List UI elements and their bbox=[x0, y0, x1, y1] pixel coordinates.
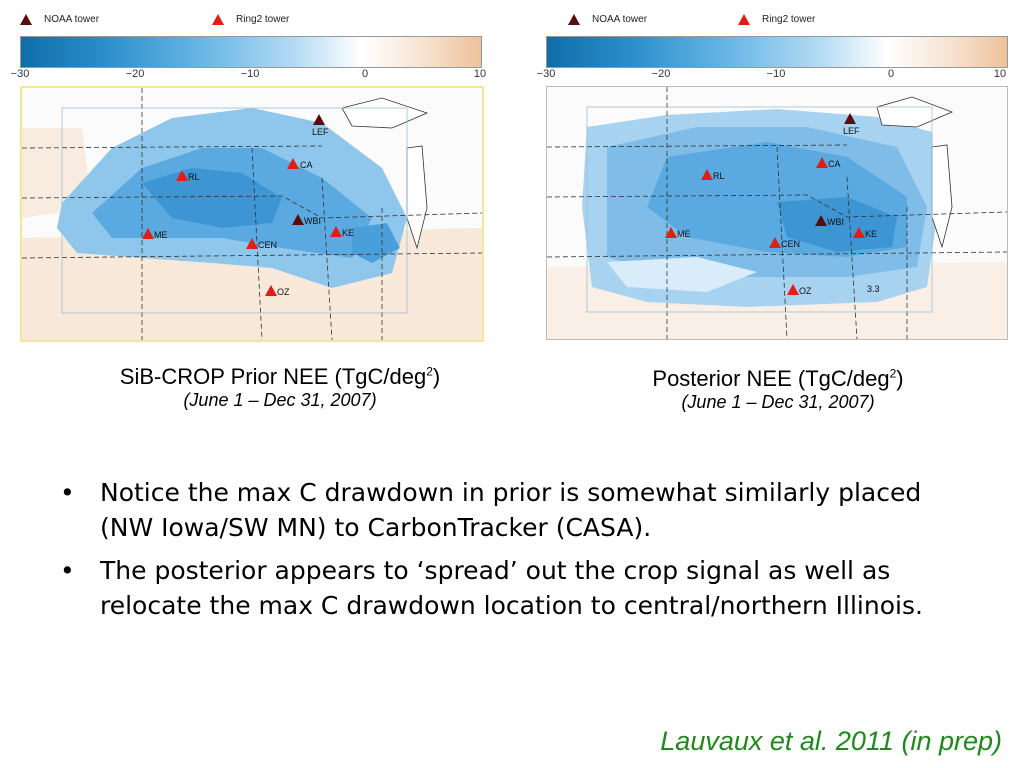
ring2-tower-icon bbox=[738, 14, 750, 25]
site-label-me: ME bbox=[154, 230, 168, 240]
bullet-list: • Notice the max C drawdown in prior is … bbox=[60, 475, 940, 631]
site-label-oz: OZ bbox=[277, 287, 290, 297]
site-label-lef: LEF bbox=[843, 126, 860, 136]
colorbar-tick: −30 bbox=[10, 68, 30, 80]
prior-title: SiB-CROP Prior NEE (TgC/deg2) bbox=[119, 364, 441, 389]
site-label-me: ME bbox=[677, 229, 691, 239]
prior-period: (June 1 – Dec 31, 2007) bbox=[183, 390, 377, 410]
site-label-cen: CEN bbox=[781, 239, 800, 249]
site-label-rl: RL bbox=[188, 172, 200, 182]
contour-label: 3.3 bbox=[867, 284, 880, 294]
colorbar bbox=[546, 36, 1008, 68]
colorbar-tick: 0 bbox=[361, 68, 369, 80]
prior-map-panel: NOAA tower Ring2 tower −30 −20 −10 0 10 bbox=[10, 8, 486, 342]
site-label-cen: CEN bbox=[258, 240, 277, 250]
prior-nee-map: LEF CA RL WBI KE ME CEN OZ bbox=[20, 86, 484, 342]
bullet-item: • The posterior appears to ‘spread’ out … bbox=[60, 553, 940, 623]
bullet-text: The posterior appears to ‘spread’ out th… bbox=[100, 556, 923, 620]
site-label-ca: CA bbox=[300, 160, 313, 170]
legend-noaa: NOAA tower bbox=[20, 14, 99, 25]
ring2-tower-icon bbox=[212, 14, 224, 25]
colorbar-tick: −10 bbox=[766, 68, 786, 80]
legend-noaa-label: NOAA tower bbox=[592, 14, 648, 25]
site-label-oz: OZ bbox=[799, 286, 812, 296]
site-label-ke: KE bbox=[342, 228, 354, 238]
site-label-ke: KE bbox=[865, 229, 877, 239]
posterior-caption: Posterior NEE (TgC/deg2) (June 1 – Dec 3… bbox=[548, 366, 1008, 413]
site-label-ca: CA bbox=[828, 159, 841, 169]
posterior-map-panel: NOAA tower Ring2 tower −30 −20 −10 0 10 bbox=[536, 8, 1008, 340]
colorbar-tick: −10 bbox=[240, 68, 260, 80]
site-label-lef: LEF bbox=[312, 127, 329, 137]
legend-ring2: Ring2 tower bbox=[212, 14, 289, 25]
legend-noaa-label: NOAA tower bbox=[44, 14, 100, 25]
citation: Lauvaux et al. 2011 (in prep) bbox=[660, 726, 1002, 756]
legend-ring2-label: Ring2 tower bbox=[762, 14, 816, 25]
site-label-wbi: WBI bbox=[827, 217, 844, 227]
bullet-icon: • bbox=[60, 556, 75, 585]
legend-ring2-label: Ring2 tower bbox=[236, 14, 290, 25]
prior-caption: SiB-CROP Prior NEE (TgC/deg2) (June 1 – … bbox=[20, 364, 540, 411]
legend-ring2: Ring2 tower bbox=[738, 14, 815, 25]
site-label-rl: RL bbox=[713, 171, 725, 181]
colorbar-tick: −20 bbox=[651, 68, 671, 80]
colorbar-tick: 0 bbox=[887, 68, 895, 80]
colorbar-tick: 10 bbox=[473, 68, 487, 80]
bullet-item: • Notice the max C drawdown in prior is … bbox=[60, 475, 940, 545]
legend-noaa: NOAA tower bbox=[568, 14, 647, 25]
posterior-period: (June 1 – Dec 31, 2007) bbox=[681, 392, 875, 412]
bullet-icon: • bbox=[60, 478, 75, 507]
colorbar-tick: −20 bbox=[125, 68, 145, 80]
site-label-wbi: WBI bbox=[304, 216, 321, 226]
noaa-tower-icon bbox=[20, 14, 32, 25]
posterior-nee-map: 3.3 LEF CA RL WBI KE ME CEN OZ bbox=[546, 86, 1008, 340]
colorbar-tick: 10 bbox=[993, 68, 1007, 80]
posterior-title: Posterior NEE (TgC/deg2) bbox=[652, 366, 904, 391]
bullet-text: Notice the max C drawdown in prior is so… bbox=[100, 478, 922, 542]
colorbar bbox=[20, 36, 482, 68]
noaa-tower-icon bbox=[568, 14, 580, 25]
colorbar-tick: −30 bbox=[536, 68, 556, 80]
